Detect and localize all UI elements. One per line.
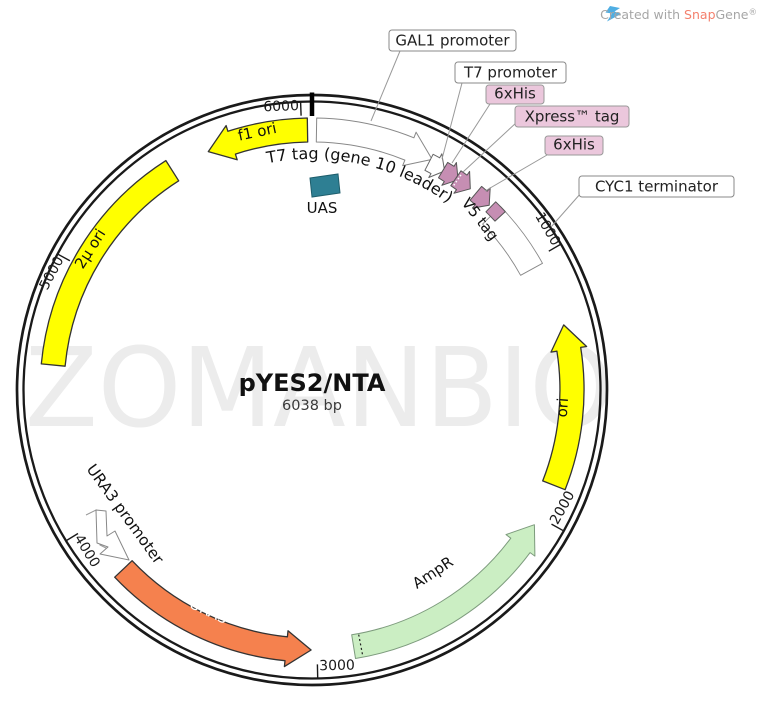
cyc1-terminator-callout-label: CYC1 terminator: [595, 178, 719, 196]
t7-promoter-leader: [441, 82, 463, 160]
xpress-tag-feature-feature: [450, 170, 471, 194]
tick-4000: [66, 532, 79, 542]
his6-2-feature: [469, 185, 491, 209]
gal1-promoter-callout-label: GAL1 promoter: [395, 32, 510, 50]
tick-label-3000: 3000: [319, 658, 355, 675]
t7-promoter-callout-label: T7 promoter: [463, 64, 558, 82]
snapgene-logo-icon: [605, 6, 621, 22]
sixhis-2-callout-box: [544, 135, 604, 156]
two-micron-ori-feature: [40, 159, 180, 367]
ampr-label: AmpR: [409, 553, 456, 593]
tick-2000: [551, 523, 564, 532]
ampr-feature: [351, 524, 536, 659]
f1-ori-feature: [207, 117, 309, 161]
t7-promoter-feature-feature: [424, 153, 446, 178]
plasmid-title: pYES2/NTA: [239, 369, 386, 397]
gal1-promoter-callout-box: [388, 29, 517, 52]
cyc1-terminator-leader: [550, 192, 582, 228]
credit-registered: ®: [749, 8, 758, 18]
ampr-boundary-dash: [358, 634, 364, 657]
gal1-promoter-leader: [370, 50, 401, 122]
his6-1-feature: [438, 161, 459, 186]
xpress-tag-callout-label: Xpress™ tag: [525, 108, 620, 126]
svg-text:Created with SnapGene®: Created with SnapGene®: [600, 7, 757, 22]
plasmid-size: 6038 bp: [282, 398, 342, 414]
tick-label-6000: 6000: [263, 98, 299, 115]
sixhis-2-callout-label: 6xHis: [553, 136, 595, 154]
sixhis-2-leader: [484, 154, 548, 192]
tick-5000: [57, 253, 71, 262]
sixhis-1-leader: [451, 103, 491, 164]
tick-6000: [299, 102, 302, 116]
xpress-tag-feature-dotted-edge: [453, 173, 463, 186]
watermark: ZOMANBIO: [25, 324, 613, 452]
ori-label: ori: [553, 397, 572, 418]
credit-prefix: Created with: [600, 7, 684, 22]
uas-label: UAS: [307, 199, 338, 217]
ura3-feature: [114, 560, 312, 668]
ura3-promoter-feature: [95, 509, 130, 561]
xpress-tag-callout-box: [514, 105, 630, 128]
tick-label-2000: 2000: [547, 488, 578, 527]
cyc1-terminator-callout-box: [578, 175, 735, 198]
sixhis-1-callout-label: 6xHis: [494, 85, 536, 103]
v5-tag-feature-feature: [485, 201, 506, 222]
cyc1-terminator-feature-feature: [482, 206, 543, 276]
credit-brand-snap: Snap: [684, 7, 716, 22]
tick-1000: [548, 243, 561, 252]
xpress-tag-leader: [462, 121, 518, 173]
uas-feature: [309, 173, 341, 198]
credit-brand-gene: Gene: [716, 7, 749, 22]
sixhis-1-callout-box: [485, 84, 545, 105]
t7-promoter-callout-box: [454, 61, 567, 84]
snapgene-credit: Created with SnapGene®: [600, 6, 757, 22]
ori-feature: [542, 324, 588, 491]
